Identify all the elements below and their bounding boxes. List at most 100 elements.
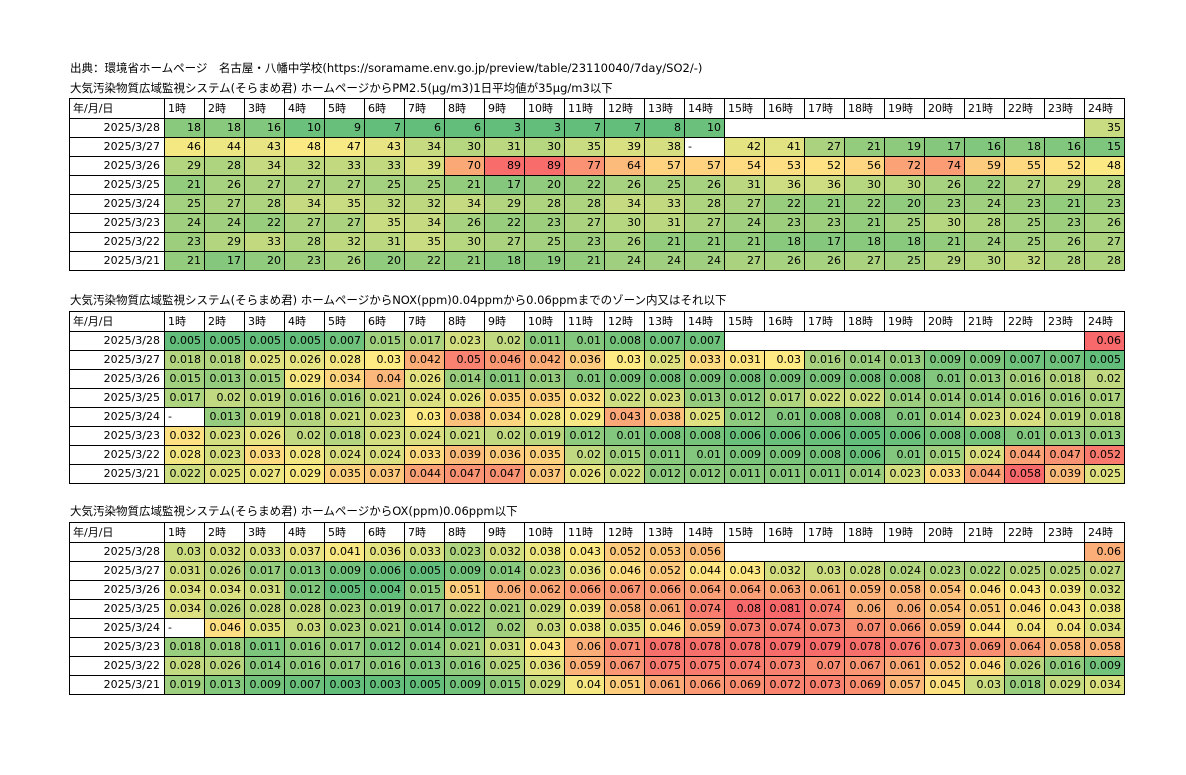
source-line: 出典：環境省ホームページ 名古屋・八幡中学校(https://soramame.… — [70, 61, 703, 75]
hour-header-12: 12時 — [604, 522, 645, 543]
value-cell: 26 — [604, 175, 645, 195]
value-cell: 0.026 — [204, 656, 245, 676]
table-row: 2025/3/26 0.015 0.013 0.015 0.029 0.034 0.04 0.… — [69, 369, 1125, 389]
value-cell: 0.033 — [404, 542, 445, 562]
value-cell: 0.034 — [324, 369, 365, 389]
value-cell: 0.02 — [484, 426, 525, 446]
value-cell: 0.014 — [244, 656, 285, 676]
table-row: 2025/3/24-0.013 0.019 0.018 0.021 0.023 0.03 0… — [69, 407, 1125, 427]
value-cell: 0.081 — [764, 599, 805, 619]
nox-title: 大気汚染物質広域監視システム(そらまめ君) ホームページからNOX(ppm)0.… — [70, 293, 727, 307]
value-cell: 25 — [1004, 232, 1045, 252]
value-cell: 0.024 — [364, 445, 405, 465]
hour-header-6: 6時 — [364, 98, 405, 119]
value-cell: 0.009 — [724, 445, 765, 465]
empty-cell — [1044, 118, 1085, 138]
table-row: 2025/3/28 0.005 0.005 0.005 0.005 0.007 0.015 0… — [69, 331, 1125, 351]
value-cell: 0.036 — [564, 350, 605, 370]
table-row: 2025/3/22 23 29 33 28 32 31 35 30 27 25 23 26 21 21 21 1… — [69, 232, 1125, 252]
value-cell: 0.043 — [604, 407, 645, 427]
value-cell: 23 — [284, 251, 325, 271]
value-cell: 0.073 — [924, 637, 965, 657]
value-cell: 0.02 — [564, 445, 605, 465]
value-cell: 0.031 — [164, 561, 205, 581]
value-cell: 0.022 — [844, 388, 885, 408]
value-cell: 0.005 — [164, 331, 205, 351]
hour-header-18: 18時 — [844, 311, 885, 332]
value-cell: 34 — [444, 194, 485, 214]
value-cell: 0.018 — [204, 350, 245, 370]
value-cell: 0.003 — [324, 675, 365, 695]
value-cell: 0.018 — [1004, 675, 1045, 695]
value-cell: 0.074 — [764, 618, 805, 638]
hour-header-9: 9時 — [484, 311, 525, 332]
hour-header-3: 3時 — [244, 522, 285, 543]
value-cell: 0.008 — [924, 426, 965, 446]
value-cell: 0.043 — [1004, 580, 1045, 600]
value-cell: 22 — [764, 194, 805, 214]
value-cell: 0.061 — [804, 580, 845, 600]
row-date: 2025/3/22 — [69, 445, 165, 465]
hour-header-6: 6時 — [364, 311, 405, 332]
value-cell: 22 — [844, 194, 885, 214]
value-cell: 24 — [724, 213, 765, 233]
value-cell: 27 — [724, 251, 765, 271]
hour-header-16: 16時 — [764, 98, 805, 119]
value-cell: 35 — [324, 194, 365, 214]
value-cell: 0.009 — [804, 369, 845, 389]
value-cell: 24 — [204, 213, 245, 233]
value-cell: 0.019 — [244, 388, 285, 408]
row-date: 2025/3/24 — [69, 407, 165, 427]
hour-header-19: 19時 — [884, 98, 925, 119]
empty-cell — [724, 118, 765, 138]
value-cell: 0.066 — [564, 580, 605, 600]
value-cell: 0.016 — [284, 637, 325, 657]
hour-header-24: 24時 — [1084, 98, 1125, 119]
value-cell: 0.03 — [164, 542, 205, 562]
value-cell: 39 — [604, 137, 645, 157]
value-cell: 43 — [364, 137, 405, 157]
value-cell: 0.032 — [1084, 580, 1125, 600]
value-cell: 0.03 — [404, 407, 445, 427]
value-cell: 0.015 — [164, 369, 205, 389]
value-cell: 26 — [924, 175, 965, 195]
hour-header-14: 14時 — [684, 98, 725, 119]
value-cell: 3 — [484, 118, 525, 138]
value-cell: 28 — [564, 194, 605, 214]
value-cell: 0.025 — [1044, 561, 1085, 581]
value-cell: 0.012 — [724, 407, 765, 427]
value-cell: 7 — [604, 118, 645, 138]
value-cell: 89 — [524, 156, 565, 176]
value-cell: 0.033 — [244, 542, 285, 562]
value-cell: 25 — [884, 251, 925, 271]
hour-header-4: 4時 — [284, 522, 325, 543]
value-cell: 0.023 — [324, 599, 365, 619]
value-cell: 0.062 — [524, 580, 565, 600]
value-cell: 0.024 — [324, 445, 365, 465]
value-cell: 0.017 — [1084, 388, 1125, 408]
hour-header-15: 15時 — [724, 311, 765, 332]
value-cell: 0.021 — [364, 388, 405, 408]
value-cell: 0.032 — [764, 561, 805, 581]
value-cell: 0.023 — [964, 407, 1005, 427]
value-cell: 0.06 — [1084, 542, 1125, 562]
value-cell: 0.054 — [924, 580, 965, 600]
value-cell: 52 — [804, 156, 845, 176]
value-cell: 21 — [644, 232, 685, 252]
hour-header-8: 8時 — [444, 98, 485, 119]
row-date: 2025/3/22 — [69, 656, 165, 676]
hour-header-12: 12時 — [604, 98, 645, 119]
value-cell: 16 — [244, 118, 285, 138]
value-cell: 0.069 — [844, 675, 885, 695]
value-cell: 0.014 — [444, 369, 485, 389]
row-date: 2025/3/25 — [69, 388, 165, 408]
value-cell: 0.036 — [524, 656, 565, 676]
value-cell: 0.013 — [1044, 426, 1085, 446]
hour-header-2: 2時 — [204, 311, 245, 332]
value-cell: 21 — [684, 232, 725, 252]
value-cell: 0.003 — [364, 675, 405, 695]
value-cell: 0.005 — [844, 426, 885, 446]
value-cell: 56 — [844, 156, 885, 176]
value-cell: 8 — [644, 118, 685, 138]
value-cell: 0.028 — [284, 599, 325, 619]
